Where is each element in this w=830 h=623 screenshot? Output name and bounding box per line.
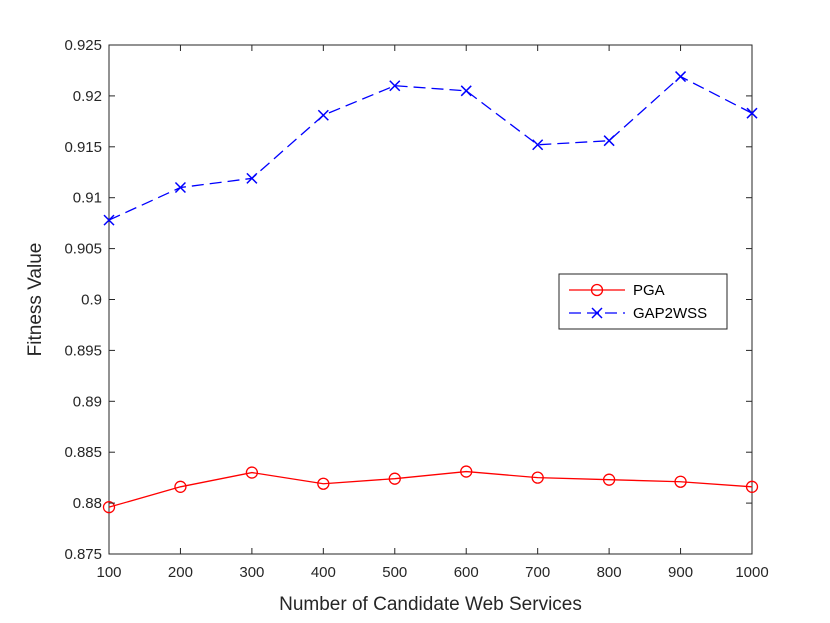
data-point-pga [174, 480, 187, 493]
x-marker-stroke [317, 109, 329, 121]
x-tick-label: 400 [311, 564, 336, 581]
data-point-gap2wss [389, 80, 401, 92]
data-point-gap2wss [746, 107, 758, 119]
legend: PGA GAP2WSS [558, 273, 728, 330]
legend-label-gap2wss: GAP2WSS [633, 305, 707, 322]
data-point-gap2wss [174, 181, 186, 194]
x-tick-label: 100 [96, 564, 121, 581]
y-axis-title: Fitness Value [25, 243, 46, 357]
x-marker-stroke [603, 135, 615, 147]
x-marker-stroke [460, 85, 472, 97]
data-point-pga [745, 480, 759, 493]
y-tick-label: 0.88 [73, 495, 102, 512]
legend-marker-gap2wss [591, 307, 603, 319]
data-point-gap2wss [675, 71, 687, 83]
y-tick-label: 0.885 [64, 444, 102, 461]
x-marker-stroke [675, 71, 687, 83]
x-tick-label: 700 [525, 564, 550, 581]
series-line-pga [108, 470, 753, 508]
series-layer [102, 71, 759, 514]
y-tick-label: 0.915 [64, 139, 102, 156]
y-tick-label: 0.89 [73, 393, 102, 410]
x-marker-stroke [246, 172, 258, 184]
x-marker-stroke [532, 139, 544, 151]
series-pga [102, 465, 759, 514]
data-point-gap2wss [603, 135, 615, 147]
y-tick-label: 0.91 [73, 190, 102, 207]
data-point-pga [102, 501, 116, 514]
y-tick-label: 0.905 [64, 241, 102, 258]
legend-item-pga: PGA [569, 282, 665, 299]
x-tick-label: 200 [168, 564, 193, 581]
x-tick-label: 500 [382, 564, 407, 581]
legend-label-pga: PGA [633, 282, 665, 299]
y-tick-label: 0.9 [81, 292, 102, 309]
x-marker-stroke [103, 214, 115, 226]
y-tick-label: 0.875 [64, 546, 102, 563]
data-point-pga [460, 465, 473, 478]
x-marker-stroke [591, 307, 603, 319]
ticks-layer: 100 200 300 400 500 600 700 800 900 1000 0.875 0.88… [64, 37, 768, 581]
series-line-gap2wss [108, 75, 753, 221]
x-axis-title: Number of Candidate Web Services [279, 594, 582, 615]
x-tick-label: 900 [668, 564, 693, 581]
x-tick-label: 1000 [735, 564, 768, 581]
data-point-pga [531, 471, 544, 484]
data-point-pga [602, 473, 616, 486]
data-point-gap2wss [103, 214, 115, 226]
data-point-gap2wss [460, 85, 472, 97]
legend-marker-pga [590, 283, 604, 297]
legend-box [558, 273, 728, 330]
data-point-pga [317, 477, 330, 490]
data-point-pga [674, 475, 687, 488]
x-tick-label: 600 [454, 564, 479, 581]
y-tick-label: 0.925 [64, 37, 102, 54]
data-point-pga [388, 472, 401, 485]
data-point-gap2wss [317, 109, 329, 121]
data-point-gap2wss [532, 139, 544, 151]
x-marker-stroke [174, 181, 186, 194]
legend-item-gap2wss: GAP2WSS [569, 305, 707, 322]
y-tick-label: 0.92 [73, 88, 102, 105]
data-point-gap2wss [246, 172, 258, 184]
series-gap2wss [103, 71, 758, 226]
x-marker-stroke [746, 107, 758, 119]
x-tick-label: 800 [597, 564, 622, 581]
y-tick-label: 0.895 [64, 342, 102, 359]
x-marker-stroke [389, 80, 401, 92]
data-point-pga [245, 466, 259, 479]
x-tick-label: 300 [239, 564, 264, 581]
